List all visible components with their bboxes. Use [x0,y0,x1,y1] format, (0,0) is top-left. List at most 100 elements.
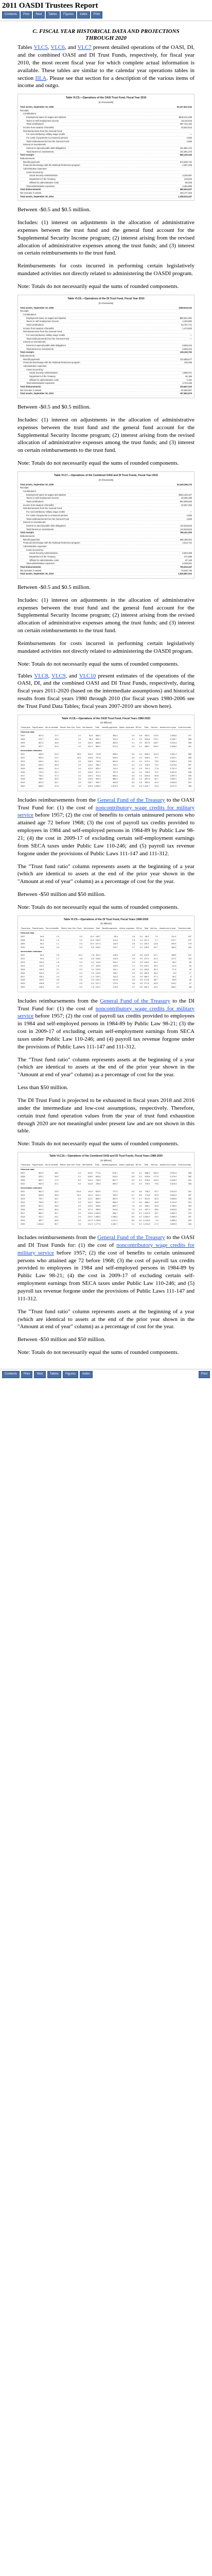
table-row: Total assets, September 30, 2010 2,525,88… [20,572,192,576]
footer-nav-contents[interactable]: Contents [2,1370,20,1378]
link-table-c10[interactable]: VI.C10 [79,672,96,679]
table-cell: 357 [177,767,192,771]
link-noncontributory-wage-credits[interactable]: noncontributory wage credits for militar… [17,1005,195,1020]
data-table: Fiscal year Payroll taxes Tax on benefits R… [20,927,192,990]
link-noncontributory-wage-credits[interactable]: noncontributory wage credits for militar… [17,804,195,819]
group-row: Historical data: [20,1167,192,1172]
footnote: Reimbursements for costs incurred in per… [17,640,195,654]
table-cell: 28.8 [44,763,59,768]
table-row: Total disbursements 580,063,037 [20,188,192,192]
table-cell: 858.9 [31,785,44,789]
nav-button-tables[interactable]: Tables [45,11,60,19]
table-cell: 720.3 [31,770,44,775]
table-cell: 112.1 [81,1197,93,1201]
nav-button-print[interactable]: Print [91,11,103,19]
table-cell: 738.2 [142,1190,150,1194]
table-row: Offsets for administrative costs -7,101 [20,379,192,382]
footer-print-button[interactable]: Print [198,1370,210,1378]
nav-button-next[interactable]: Next [33,11,45,19]
footer-nav-next[interactable]: Next [34,1370,46,1378]
table-cell: 18.2 [44,1172,59,1176]
table-cell: 46.3 [150,1197,159,1201]
table-cell: 3.1 [118,964,136,969]
row-label: Receipts: [20,310,29,313]
table-row: 2008 98.4 1.0 0.0 10.5 109.9 104.3 2.5 0.4 107.2 2… [20,938,192,943]
table-row: Receipts: [20,109,192,113]
link-table-c9[interactable]: VI.C9 [51,672,66,679]
row-label: Interest on investments: [23,341,46,344]
table-cell: 177.8 [150,1175,159,1179]
table-row: Employment taxes on wages and salaries $5… [20,116,192,120]
row-value: 680,240,340 [180,154,192,157]
row-value: 125,847,310 [180,385,192,388]
table-cell: 2,868.3 [158,1215,177,1219]
link-section-iiia[interactable]: III.A [35,75,47,81]
table-cell: 4.3 [135,1179,143,1183]
table-row: 2019 962.7 46.8 0.0 121.3 1,130.8 1,117.0 8.8 5.… [20,1218,192,1223]
table-cell: 4.3 [135,753,143,757]
table-cell: 2015 [20,968,31,972]
table-cell: 2,952.1 [158,777,177,782]
row-label: Costs incurred by: [26,548,44,551]
row-label: Offsets for administrative costs [29,181,59,184]
link-general-fund[interactable]: General Fund of the Treasury [97,796,165,803]
table-subtitle: [In billions] [100,1159,112,1162]
nav-button-contents[interactable]: Contents [2,11,20,19]
group-row: Intermediate estimates: [20,748,192,753]
table-cell: 774.8 [142,1194,150,1198]
footer-nav-index[interactable]: Index [80,1370,93,1378]
link-table-c5[interactable]: VI.C5 [33,44,48,51]
footnote: Note: Totals do not necessarily equal th… [17,1141,179,1147]
footer-nav-tables[interactable]: Tables [47,1370,62,1378]
column-header: Admin. expenses [118,1163,135,1168]
table-cell: 483.4 [101,734,118,738]
footnote: Between -$0.5 and $0.5 million. [17,584,91,590]
row-label: Total assets, September 30, 2010 [20,392,54,395]
row-value [178,521,192,524]
table-row: Total administrative expenses 2,743,436 [20,382,192,386]
table-cell: 2015 [20,767,31,771]
table-cell: 106.9 [81,759,94,764]
table-row: Social Security Administration 2,698,371 [20,371,192,376]
table-cell: -31.4 [149,957,158,961]
link-general-fund[interactable]: General Fund of the Treasury [100,997,170,1004]
nav-button-index[interactable]: Index [77,11,90,19]
row-value: 785,431,093 [180,531,192,534]
table-cell: 2.7 [44,982,60,986]
nav-button-prev[interactable]: Prev [21,11,32,19]
nav-button-figures[interactable]: Figures [61,11,77,19]
row-value [178,535,192,538]
table-row: Reimbursements from the General Fund: [20,130,192,133]
table-cell: 17.9 [44,1179,59,1183]
link-table-c7[interactable]: VI.C7 [77,44,92,51]
row-label: Department of the Treasury [29,178,56,181]
table-cell: 1.8 [44,960,60,965]
table-cell: 0.0 [59,1205,82,1209]
table-cell: 2,338.0 [158,744,177,749]
table-cell: 31.4 [44,767,59,771]
table-row: Total administrative expenses 6,208,301 [20,562,192,566]
table-cell: 0.0 [59,1182,82,1187]
table-cell: -12.8 [149,942,158,946]
table-cell: 557.8 [142,741,150,745]
table-cell: 581.3 [31,1190,44,1194]
footer-nav-figures[interactable]: Figures [63,1370,79,1378]
link-table-c8[interactable]: VI.C8 [34,672,48,679]
table-cell: 651.5 [31,1172,44,1176]
row-label: Disbursements: [20,354,36,357]
table-cell: 0.5 [135,964,143,969]
table-cell: 200.9 [158,942,177,946]
projection-paragraph: Tables VI.C8, VI.C9, and VI.C10 present … [17,672,195,709]
table-cell: 376 [177,759,192,764]
link-table-c6[interactable]: VI.C6 [50,44,65,51]
row-value: 4,245,880 [182,320,192,323]
row-value: 557,722,154 [180,123,192,126]
column-header: Benefit payments [101,1163,118,1168]
link-general-fund[interactable]: General Fund of the Treasury [97,1234,165,1241]
table-cell: 10.0 [82,942,95,946]
table-cell: 707.6 [93,756,101,760]
link-noncontributory-wage-credits[interactable]: noncontributory wage credits for militar… [17,1242,195,1256]
row-value: 94,787,771 [181,323,192,326]
table-cell: 348 [177,1172,192,1176]
footer-nav-prev[interactable]: Prev [21,1370,33,1378]
